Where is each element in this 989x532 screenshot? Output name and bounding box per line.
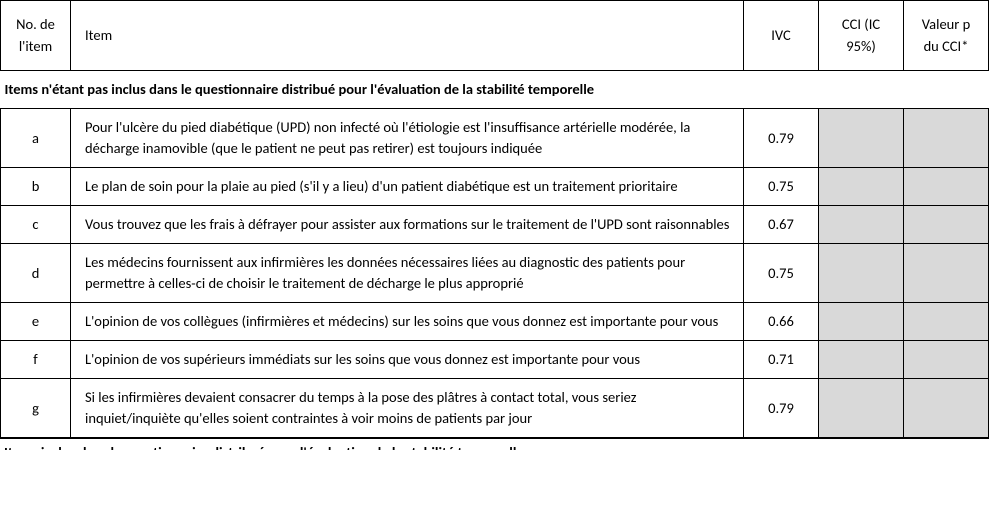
cell-p-blank xyxy=(904,109,989,168)
table-row: b Le plan de soin pour la plaie au pied … xyxy=(1,168,989,206)
cell-cci-blank xyxy=(819,109,904,168)
cell-ivc: 0.75 xyxy=(744,168,819,206)
cell-ivc: 0.75 xyxy=(744,244,819,303)
cell-no: a xyxy=(1,109,71,168)
cell-cci-blank xyxy=(819,341,904,379)
cell-cci-blank xyxy=(819,379,904,438)
cell-item: Vous trouvez que les frais à défrayer po… xyxy=(71,206,744,244)
cell-ivc: 0.67 xyxy=(744,206,819,244)
table-row: c Vous trouvez que les frais à défrayer … xyxy=(1,206,989,244)
cell-p-blank xyxy=(904,244,989,303)
table-container: No. de l'item Item IVC CCI (IC 95%) Vale… xyxy=(0,0,989,450)
col-header-no: No. de l'item xyxy=(1,1,71,71)
section-heading-row: Items n'étant pas inclus dans le questio… xyxy=(1,71,989,109)
cell-no: c xyxy=(1,206,71,244)
col-header-item: Item xyxy=(71,1,744,71)
cell-item: L'opinion de vos supérieurs immédiats su… xyxy=(71,341,744,379)
cell-no: e xyxy=(1,303,71,341)
cell-item: Pour l'ulcère du pied diabétique (UPD) n… xyxy=(71,109,744,168)
table-row: a Pour l'ulcère du pied diabétique (UPD)… xyxy=(1,109,989,168)
cell-no: f xyxy=(1,341,71,379)
cell-item: Si les infirmières devaient consacrer du… xyxy=(71,379,744,438)
cell-no: d xyxy=(1,244,71,303)
cell-ivc: 0.79 xyxy=(744,109,819,168)
cell-p-blank xyxy=(904,168,989,206)
col-header-cci: CCI (IC 95%) xyxy=(819,1,904,71)
table-row: d Les médecins fournissent aux infirmièr… xyxy=(1,244,989,303)
table-row: e L'opinion de vos collègues (infirmière… xyxy=(1,303,989,341)
cell-cci-blank xyxy=(819,303,904,341)
section1-title: Items n'étant pas inclus dans le questio… xyxy=(1,71,989,109)
cropped-section2-row: Items inclus dans le questionnaire distr… xyxy=(0,438,989,450)
cell-cci-blank xyxy=(819,206,904,244)
cell-ivc: 0.79 xyxy=(744,379,819,438)
cell-cci-blank xyxy=(819,168,904,206)
cell-cci-blank xyxy=(819,244,904,303)
cell-p-blank xyxy=(904,303,989,341)
table-row: f L'opinion de vos supérieurs immédiats … xyxy=(1,341,989,379)
cell-item: L'opinion de vos collègues (infirmières … xyxy=(71,303,744,341)
cell-p-blank xyxy=(904,206,989,244)
section2-title: Items inclus dans le questionnaire distr… xyxy=(0,438,989,450)
col-header-ivc: IVC xyxy=(744,1,819,71)
cell-ivc: 0.66 xyxy=(744,303,819,341)
table-row: g Si les infirmières devaient consacrer … xyxy=(1,379,989,438)
col-header-p: Valeur p du CCI* xyxy=(904,1,989,71)
cell-item: Les médecins fournissent aux infirmières… xyxy=(71,244,744,303)
table-header-row: No. de l'item Item IVC CCI (IC 95%) Vale… xyxy=(1,1,989,71)
cell-item: Le plan de soin pour la plaie au pied (s… xyxy=(71,168,744,206)
items-table: No. de l'item Item IVC CCI (IC 95%) Vale… xyxy=(0,0,989,438)
cell-p-blank xyxy=(904,341,989,379)
cell-ivc: 0.71 xyxy=(744,341,819,379)
cell-no: g xyxy=(1,379,71,438)
cell-p-blank xyxy=(904,379,989,438)
cell-no: b xyxy=(1,168,71,206)
